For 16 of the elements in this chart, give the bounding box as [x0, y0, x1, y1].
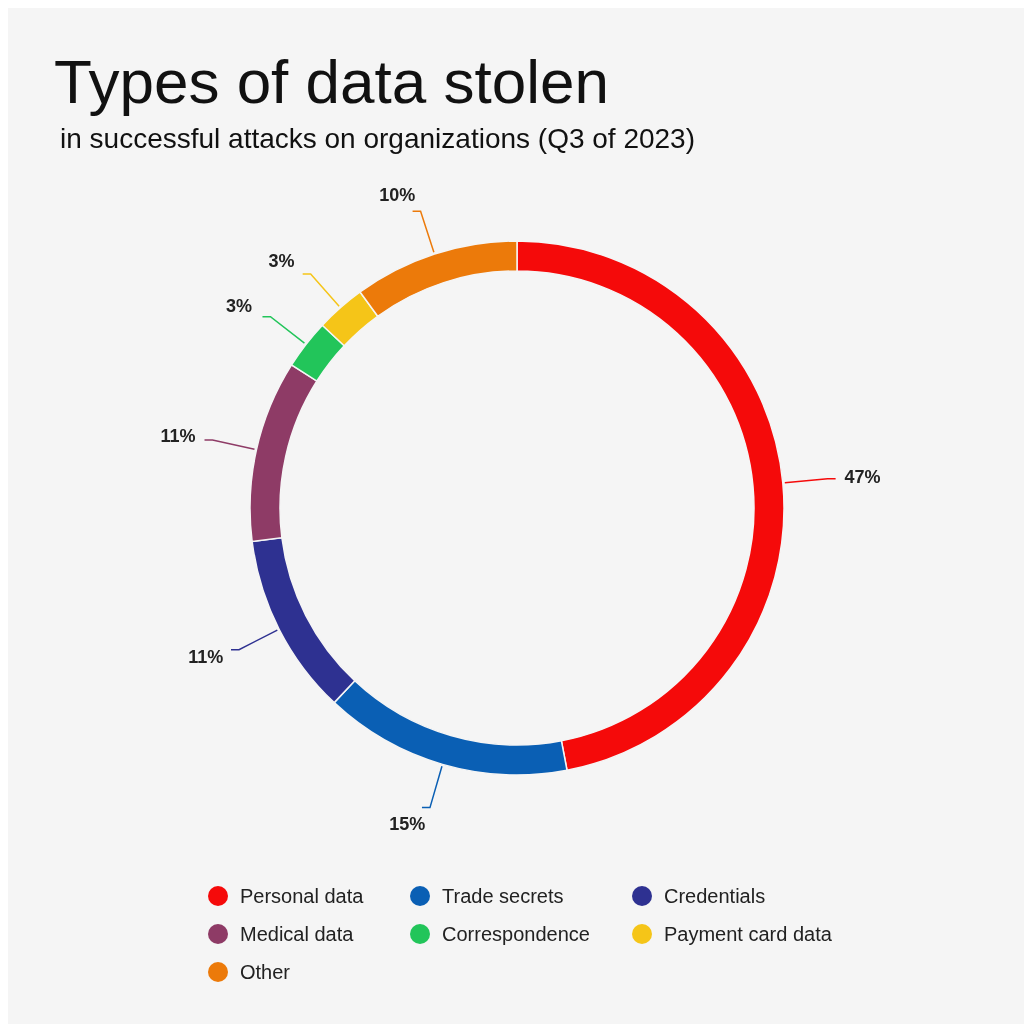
data-label: 3%	[268, 251, 295, 272]
data-label: 47%	[844, 467, 881, 488]
legend-label: Credentials	[664, 885, 766, 907]
legend-label: Correspondence	[442, 923, 590, 945]
data-label: 15%	[389, 813, 426, 834]
legend-label: Trade secrets	[442, 885, 564, 907]
chart-subtitle: in successful attacks on organizations (Q3 of 2023)	[60, 123, 696, 154]
legend-label: Payment card data	[664, 923, 833, 945]
legend-label: Personal data	[240, 885, 365, 907]
data-label: 11%	[160, 426, 196, 447]
data-label: 11%	[188, 647, 224, 668]
legend-label: Other	[240, 961, 291, 983]
data-label: 10%	[379, 185, 416, 206]
data-label: 3%	[226, 296, 253, 317]
legend-label: Medical data	[240, 923, 355, 945]
chart-title: Types of data stolen	[54, 47, 609, 116]
